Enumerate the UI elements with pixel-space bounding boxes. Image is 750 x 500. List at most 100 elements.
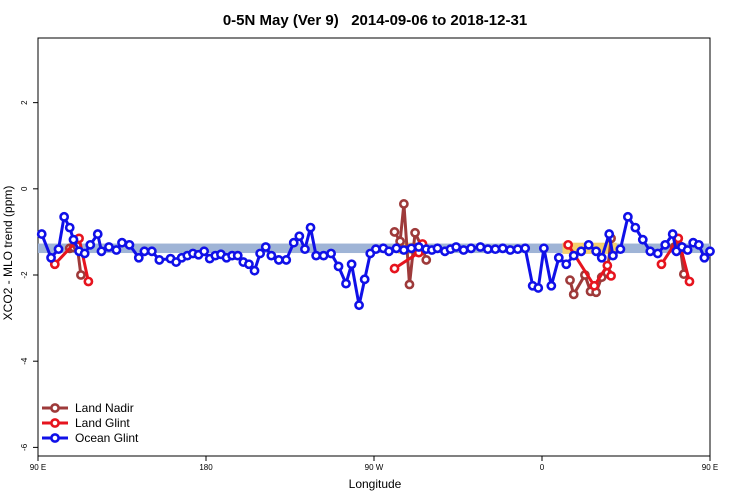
legend-marker [50,403,60,413]
ocean-glint-point [705,246,715,257]
ocean-glint-point [608,250,618,261]
ocean-glint-point [652,248,663,259]
legend-marker [50,433,60,443]
x-tick-label: 90 E [30,463,46,472]
land-nadir-point [389,227,400,237]
ocean-glint-point [475,242,486,252]
ocean-glint-point [46,252,56,263]
ocean-glint-point [266,250,277,261]
plot-area [36,37,715,457]
ocean-glint-point [451,242,462,252]
ocean-glint-point [384,246,394,257]
land-glint-point [684,276,695,287]
ocean-glint-point [520,243,531,254]
ocean-glint-point [413,242,424,252]
ocean-glint-point [561,259,572,270]
legend-label: Land Glint [75,416,130,430]
ocean-glint-point [92,229,103,239]
legend-label: Land Nadir [75,401,134,415]
y-tick-label: 0 [20,186,29,191]
ocean-glint-point [294,231,305,242]
ocean-glint-point [466,243,476,254]
ocean-glint-point [391,243,402,254]
ocean-glint-point [497,243,508,254]
ocean-glint-point [326,248,336,259]
y-tick-label: -2 [20,271,29,279]
ocean-glint-point [281,255,292,265]
ocean-glint-point [596,252,607,263]
ocean-glint-point [682,245,693,255]
x-tick-label: 0 [540,463,545,472]
land-glint-point [606,270,616,281]
y-axis-label: XCO2 - MLO trend (ppm) [1,186,15,321]
ocean-glint-point [232,250,243,261]
ocean-glint-point [512,244,523,255]
y-tick-label: -6 [20,443,29,451]
ocean-glint-point [117,237,127,248]
x-tick-label: 90 W [365,463,384,472]
ocean-glint-point [146,246,157,257]
ocean-glint-point [591,246,602,257]
ocean-glint-point [273,255,284,265]
land-nadir-point [395,236,406,247]
ocean-glint-point [139,246,150,257]
ocean-glint-point [111,245,122,255]
ocean-glint-point [79,248,90,259]
ocean-glint-point [346,259,357,270]
ocean-glint-point [622,211,633,222]
land-nadir-point [410,227,420,238]
ocean-glint-point [53,244,64,255]
land-nadir-point [404,279,415,290]
ocean-glint-point [59,211,70,222]
ocean-glint-point [96,246,107,257]
ocean-glint-point [288,237,299,248]
ocean-glint-point [300,244,310,255]
ocean-glint-point [104,242,114,252]
y-tick-label: -4 [20,357,29,365]
ocean-glint-point [667,229,678,239]
land-glint-point [656,259,667,270]
land-nadir-point [565,275,575,286]
land-glint-line-6 [566,243,613,288]
x-axis-label: Longitude [349,477,402,491]
series-layer [36,199,715,311]
y-tick-label: 2 [20,100,29,105]
ocean-glint-point [341,278,351,289]
ocean-glint-point [432,243,443,254]
ocean-glint-point [124,239,135,250]
ocean-glint-point [249,265,260,276]
ocean-glint-point [318,250,329,261]
chart-title: 0-5N May (Ver 9) 2014-09-06 to 2018-12-3… [223,12,527,29]
ocean-glint-point [64,222,75,233]
x-tick-label: 180 [199,463,213,472]
ocean-glint-point [699,252,710,263]
ocean-glint-point [583,239,594,250]
ocean-glint-point [260,242,271,252]
ocean-glint-point [490,244,501,255]
ocean-glint-point [244,259,254,270]
x-axis: 90 E 180 90 W 0 90 E [30,456,718,472]
ocean-glint-point [482,244,493,255]
land-glint-point [602,260,613,271]
ocean-glint-point [630,222,641,233]
ocean-glint-point [693,239,704,250]
ocean-glint-point [311,250,322,261]
legend-label: Ocean Glint [75,431,139,445]
land-nadir-point [398,199,409,209]
ocean-glint-point [568,250,579,261]
land-nadir-point [568,289,579,300]
land-nadir-point [421,255,432,265]
ocean-glint-point [370,244,381,255]
ocean-glint-point [354,300,364,311]
land-glint-point [389,263,400,274]
ocean-glint-point [533,283,544,293]
land-glint-point [563,239,574,250]
ocean-glint-point [505,245,516,255]
ocean-glint-point [333,261,344,272]
ocean-glint-point [133,252,144,263]
ocean-glint-point [546,280,557,291]
ocean-glint-point [553,252,564,263]
ocean-glint-point [199,246,210,257]
ocean-glint-point [398,245,409,255]
